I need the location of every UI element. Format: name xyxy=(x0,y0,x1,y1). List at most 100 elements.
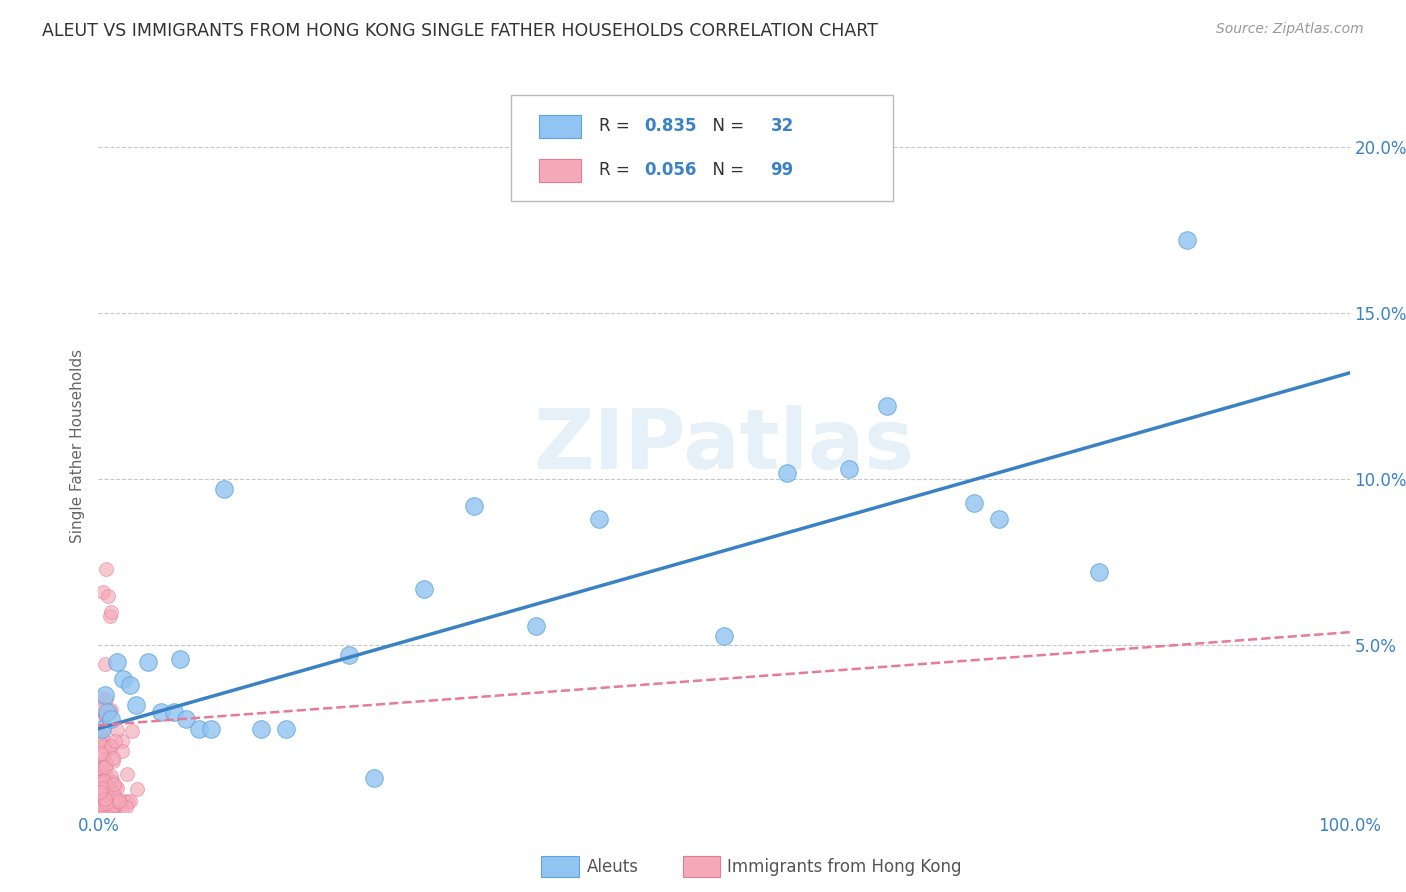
Point xyxy=(96,797,118,812)
Point xyxy=(89,789,111,803)
Point xyxy=(588,512,610,526)
Point xyxy=(963,495,986,509)
Point xyxy=(101,774,124,789)
Point xyxy=(125,782,148,797)
Point xyxy=(93,689,115,703)
Point xyxy=(89,791,111,805)
Point xyxy=(98,741,121,756)
Point xyxy=(93,803,115,817)
FancyBboxPatch shape xyxy=(683,856,720,877)
Point xyxy=(98,803,121,817)
Point xyxy=(100,712,122,726)
Point xyxy=(91,796,114,810)
Point xyxy=(988,512,1011,526)
Point xyxy=(87,773,110,788)
Point xyxy=(104,780,127,794)
Point xyxy=(118,678,141,692)
Point xyxy=(97,775,120,789)
Point xyxy=(98,705,121,719)
Point xyxy=(111,744,134,758)
Point xyxy=(105,792,128,806)
Point xyxy=(103,802,125,816)
Point xyxy=(117,767,139,781)
Point xyxy=(90,771,112,785)
Point xyxy=(93,799,115,814)
Point xyxy=(93,789,115,804)
Point xyxy=(89,762,111,776)
Point xyxy=(90,747,112,762)
Point xyxy=(103,751,125,765)
Point xyxy=(93,787,115,801)
Point xyxy=(100,703,122,717)
Point xyxy=(412,582,434,596)
Point xyxy=(524,618,547,632)
Point xyxy=(105,723,128,737)
Point xyxy=(90,780,112,795)
Point xyxy=(776,466,799,480)
Text: ALEUT VS IMMIGRANTS FROM HONG KONG SINGLE FATHER HOUSEHOLDS CORRELATION CHART: ALEUT VS IMMIGRANTS FROM HONG KONG SINGL… xyxy=(42,22,879,40)
Point xyxy=(101,803,124,817)
Point xyxy=(212,482,235,496)
Point xyxy=(93,787,115,801)
Point xyxy=(103,797,125,812)
Point xyxy=(91,802,114,816)
Point xyxy=(91,772,114,787)
Point xyxy=(87,734,110,748)
Point xyxy=(876,399,898,413)
Text: 99: 99 xyxy=(770,161,793,179)
Point xyxy=(96,705,118,719)
FancyBboxPatch shape xyxy=(538,115,582,138)
Point xyxy=(96,780,118,795)
Text: N =: N = xyxy=(702,118,749,136)
Point xyxy=(100,738,122,752)
Point xyxy=(90,746,112,760)
Point xyxy=(91,721,114,735)
Point xyxy=(87,799,110,814)
Point xyxy=(174,712,197,726)
Point xyxy=(114,794,136,808)
Point xyxy=(94,562,117,576)
Point xyxy=(838,462,860,476)
Point xyxy=(93,585,115,599)
Point xyxy=(93,739,115,753)
Point xyxy=(162,705,184,719)
Point xyxy=(90,792,112,806)
Point xyxy=(98,609,121,624)
Point xyxy=(150,705,173,719)
Point xyxy=(274,722,298,736)
Point xyxy=(110,796,132,810)
Point xyxy=(93,798,115,813)
Point xyxy=(105,655,128,669)
Point xyxy=(89,785,111,799)
Point xyxy=(93,774,115,789)
Point xyxy=(94,803,117,817)
Point xyxy=(100,739,122,753)
Text: 32: 32 xyxy=(770,118,793,136)
Point xyxy=(93,791,115,805)
Point xyxy=(112,672,135,686)
Point xyxy=(89,802,111,816)
Point xyxy=(138,655,160,669)
Point xyxy=(89,787,111,801)
Point xyxy=(90,767,112,781)
Text: N =: N = xyxy=(702,161,749,179)
Point xyxy=(94,692,117,706)
Point xyxy=(250,722,273,736)
Point xyxy=(117,795,139,809)
Point xyxy=(111,803,134,817)
Point xyxy=(103,777,125,791)
Point xyxy=(98,797,121,812)
Point xyxy=(91,722,114,736)
Point xyxy=(94,709,117,723)
Point xyxy=(94,792,117,806)
Point xyxy=(187,722,209,736)
Text: Immigrants from Hong Kong: Immigrants from Hong Kong xyxy=(727,857,962,876)
Point xyxy=(1175,233,1198,247)
Point xyxy=(103,734,125,748)
Point xyxy=(89,727,111,741)
Point xyxy=(97,589,120,603)
FancyBboxPatch shape xyxy=(512,95,893,201)
Point xyxy=(94,796,117,810)
Point xyxy=(91,783,114,797)
Text: R =: R = xyxy=(599,161,636,179)
